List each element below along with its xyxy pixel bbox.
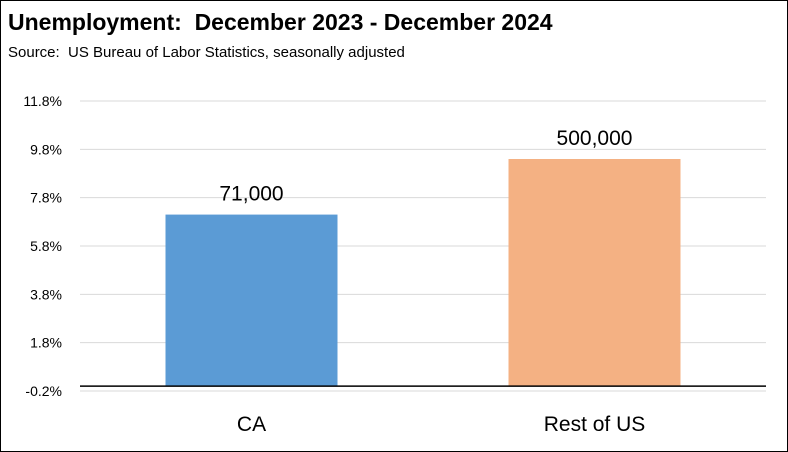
x-category-label: CA <box>237 413 266 436</box>
y-tick-label: 3.8% <box>30 286 62 302</box>
chart-subtitle: Source: US Bureau of Labor Statistics, s… <box>8 44 405 61</box>
y-tick-label: -0.2% <box>25 383 62 399</box>
y-tick-label: 11.8% <box>23 93 62 109</box>
bar-ca <box>165 214 338 387</box>
y-tick-label: 7.8% <box>30 190 62 206</box>
data-label: 500,000 <box>557 127 633 150</box>
x-category-label: Rest of US <box>544 413 646 436</box>
data-label: 71,000 <box>219 183 283 206</box>
y-tick-label: 9.8% <box>30 141 62 157</box>
y-tick-label: 5.8% <box>30 238 62 254</box>
bar-rest-of-us <box>508 159 681 387</box>
y-tick-label: 1.8% <box>30 335 62 351</box>
chart-title: Unemployment: December 2023 - December 2… <box>8 9 553 35</box>
